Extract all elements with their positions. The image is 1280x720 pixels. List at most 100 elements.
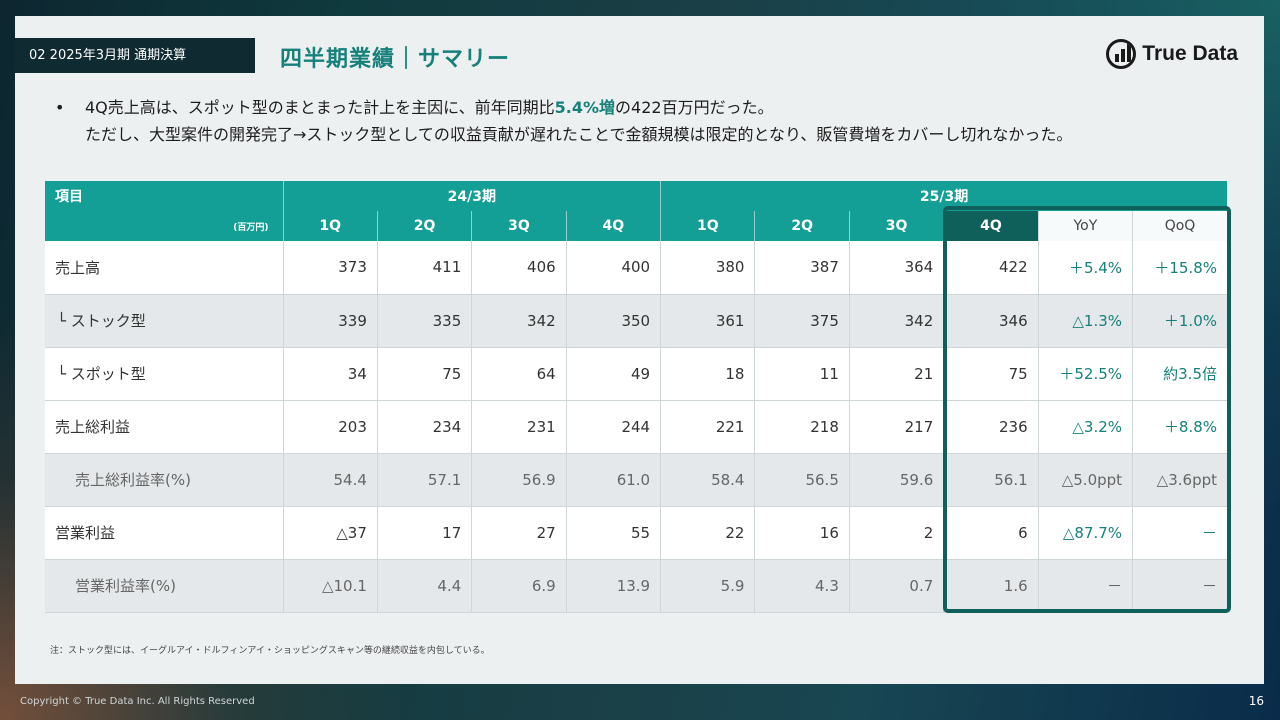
cell: 34: [282, 347, 378, 401]
quarterly-summary-table: 項目 24/3期 25/3期 (百万円) 1Q 2Q 3Q 4Q 1Q 2Q 3…: [45, 181, 1227, 613]
cell: 2: [848, 506, 944, 560]
cell-yoy: △1.3%: [1037, 294, 1133, 348]
cell: △37: [282, 506, 378, 560]
cell: 75: [943, 347, 1039, 401]
unit-label: (百万円): [45, 211, 283, 241]
row-label: 売上総利益: [45, 400, 283, 454]
cell-qoq: ＋15.8%: [1132, 241, 1227, 295]
cell: 335: [376, 294, 472, 348]
cell: 4.4: [376, 559, 472, 613]
cell: 373: [282, 241, 378, 295]
col-header: 1Q: [282, 211, 378, 241]
cell-yoy: △3.2%: [1037, 400, 1133, 454]
bullet-line-1-pre: 4Q売上高は、スポット型のまとまった計上を主因に、前年同期比: [85, 98, 555, 117]
cell: 56.5: [754, 453, 850, 507]
cell: 346: [943, 294, 1039, 348]
bullet-line-2: ただし、大型案件の開発完了→ストック型としての収益貢献が遅れたことで金額規模は限…: [85, 125, 1073, 144]
table-row-operating-profit: 営業利益 △37 17 27 55 22 16 2 6 △87.7% －: [45, 506, 1227, 560]
cell: 375: [754, 294, 850, 348]
cell-qoq: －: [1132, 559, 1227, 613]
row-label: └ スポット型: [45, 347, 283, 401]
row-label: 売上総利益率(%): [45, 453, 283, 507]
cell: 342: [471, 294, 567, 348]
cell: 364: [848, 241, 944, 295]
group-header-fy24: 24/3期: [282, 181, 661, 211]
cell: 406: [471, 241, 567, 295]
row-label: 営業利益: [45, 506, 283, 560]
cell: 61.0: [565, 453, 661, 507]
cell: 231: [471, 400, 567, 454]
cell: 422: [943, 241, 1039, 295]
bullet-line-1-post: の422百万円だった。: [615, 98, 774, 117]
col-header: 1Q: [660, 211, 755, 241]
cell: 13.9: [565, 559, 661, 613]
cell: 221: [660, 400, 755, 454]
cell: 400: [565, 241, 661, 295]
summary-bullets: • 4Q売上高は、スポット型のまとまった計上を主因に、前年同期比5.4%増の42…: [55, 94, 1072, 148]
cell-qoq: 約3.5倍: [1132, 347, 1227, 401]
cell: 58.4: [660, 453, 755, 507]
cell: 339: [282, 294, 378, 348]
cell: 0.7: [848, 559, 944, 613]
footnote: 注：ストック型には、イーグルアイ・ドルフィンアイ・ショッピングスキャン等の継続収…: [50, 646, 490, 656]
table-header-row-1: 項目 24/3期 25/3期: [45, 181, 1227, 211]
cell: 234: [376, 400, 472, 454]
table-row-stock: └ ストック型 339 335 342 350 361 375 342 346 …: [45, 294, 1227, 348]
logo-text: True Data: [1142, 42, 1238, 65]
cell: 57.1: [376, 453, 472, 507]
cell: 361: [660, 294, 755, 348]
cell: 64: [471, 347, 567, 401]
cell: 49: [565, 347, 661, 401]
cell: 387: [754, 241, 850, 295]
row-label: 営業利益率(%): [45, 559, 283, 613]
company-logo: True Data: [1106, 36, 1238, 72]
col-header: 3Q: [848, 211, 944, 241]
table-row-sales: 売上高 373 411 406 400 380 387 364 422 ＋5.4…: [45, 241, 1227, 295]
cell: 411: [376, 241, 472, 295]
cell: 27: [471, 506, 567, 560]
cell: 75: [376, 347, 472, 401]
cell: 55: [565, 506, 661, 560]
cell-yoy: －: [1037, 559, 1133, 613]
cell-qoq: △3.6ppt: [1132, 453, 1227, 507]
col-header-highlighted: 4Q: [943, 211, 1039, 241]
cell: 22: [660, 506, 755, 560]
cell: 218: [754, 400, 850, 454]
cell-yoy: △87.7%: [1037, 506, 1133, 560]
table-row-operating-margin: 営業利益率(%) △10.1 4.4 6.9 13.9 5.9 4.3 0.7 …: [45, 559, 1227, 613]
cell: 59.6: [848, 453, 944, 507]
cell-qoq: ＋1.0%: [1132, 294, 1227, 348]
bullet-line-1: 4Q売上高は、スポット型のまとまった計上を主因に、前年同期比5.4%増の422百…: [55, 94, 1072, 121]
page-number: 16: [1248, 694, 1264, 708]
cell: △10.1: [282, 559, 378, 613]
cell: 350: [565, 294, 661, 348]
row-label: └ ストック型: [45, 294, 283, 348]
bullet-dot: •: [55, 98, 65, 117]
cell: 6: [943, 506, 1039, 560]
cell: 4.3: [754, 559, 850, 613]
table-row-gross-profit: 売上総利益 203 234 231 244 221 218 217 236 △3…: [45, 400, 1227, 454]
col-header-qoq: QoQ: [1132, 211, 1227, 241]
cell-qoq: －: [1132, 506, 1227, 560]
slide-card: 02 2025年3月期 通期決算 四半期業績｜サマリー True Data • …: [15, 16, 1264, 684]
cell: 56.9: [471, 453, 567, 507]
cell-yoy: ＋5.4%: [1037, 241, 1133, 295]
item-header: 項目: [45, 181, 283, 211]
row-label: 売上高: [45, 241, 283, 295]
copyright: Copyright © True Data Inc. All Rights Re…: [20, 696, 255, 707]
cell: 16: [754, 506, 850, 560]
cell: 17: [376, 506, 472, 560]
col-header: 4Q: [565, 211, 661, 241]
cell: 11: [754, 347, 850, 401]
bullet-highlight: 5.4%増: [554, 98, 616, 117]
cell: 236: [943, 400, 1039, 454]
cell: 5.9: [660, 559, 755, 613]
page-title: 四半期業績｜サマリー: [280, 47, 511, 72]
col-header: 3Q: [471, 211, 567, 241]
cell-yoy: △5.0ppt: [1037, 453, 1133, 507]
cell: 18: [660, 347, 755, 401]
section-tag-text: 02 2025年3月期 通期決算: [29, 48, 187, 63]
col-header: 2Q: [754, 211, 850, 241]
cell: 56.1: [943, 453, 1039, 507]
cell: 54.4: [282, 453, 378, 507]
